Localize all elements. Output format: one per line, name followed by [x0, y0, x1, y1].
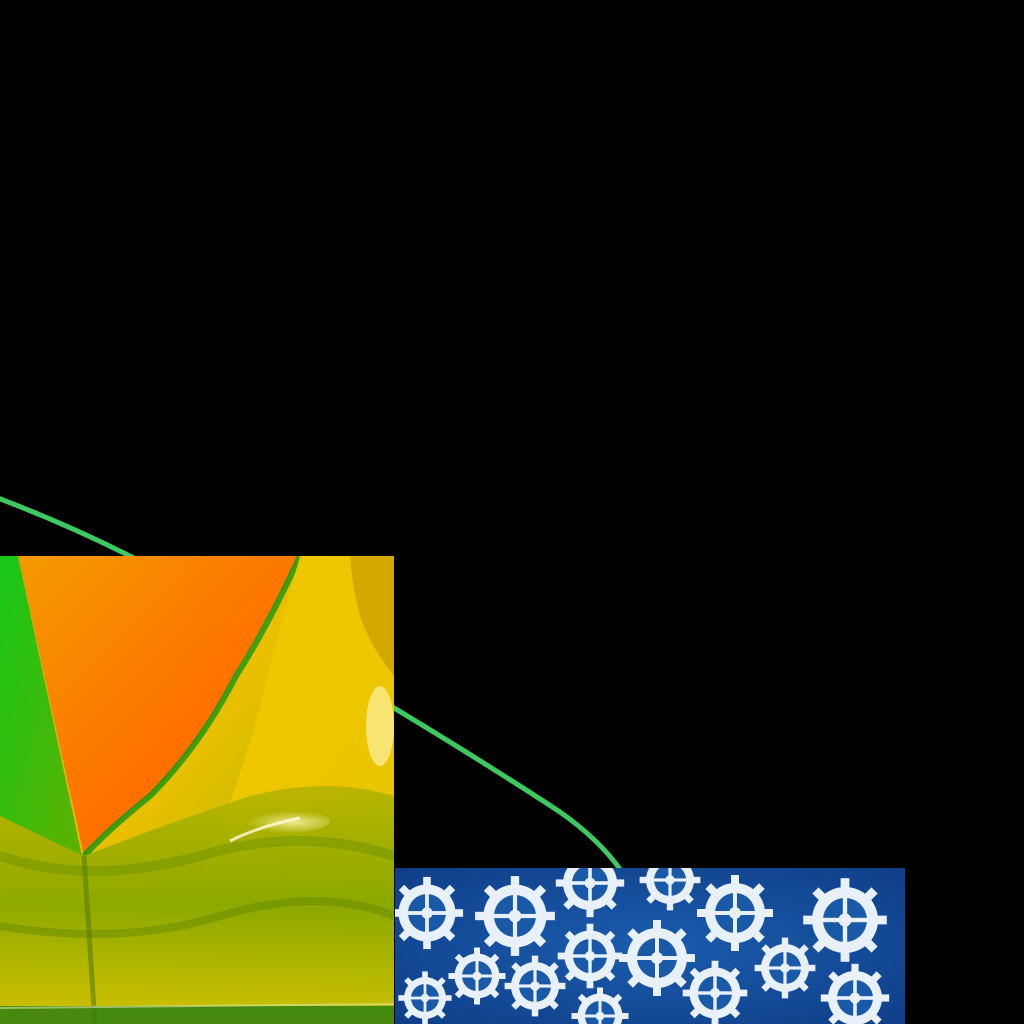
cyanotype-gears-photo — [395, 868, 905, 1024]
foil-abstract-photo — [0, 556, 394, 1024]
